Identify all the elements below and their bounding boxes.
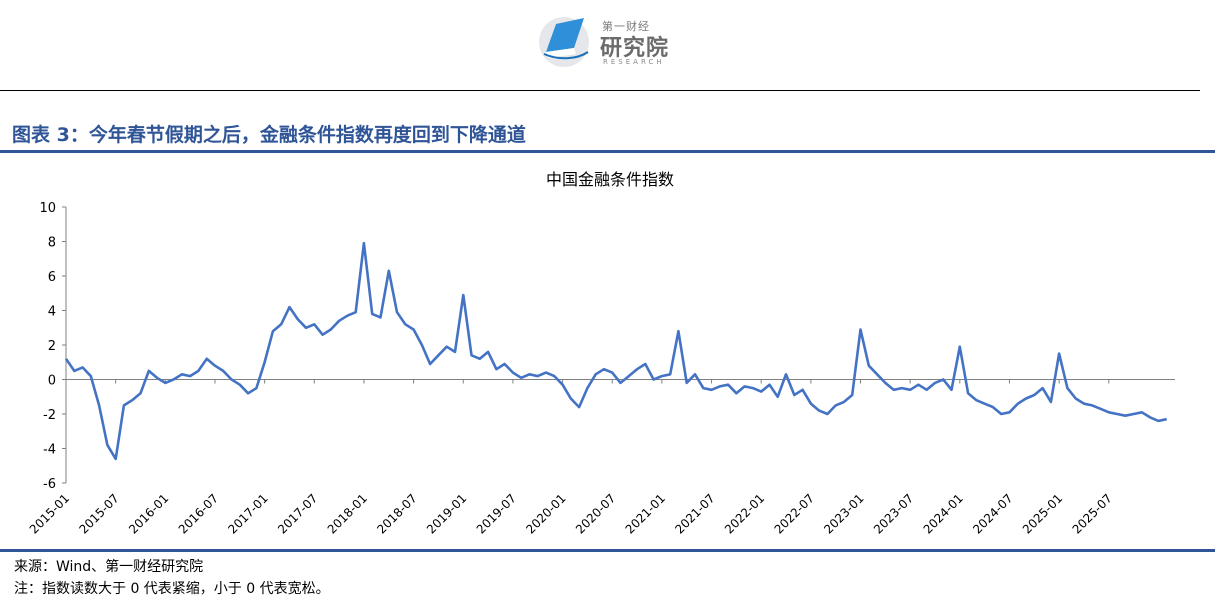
x-tick-label: 2020-01: [523, 491, 568, 536]
figure-title: 图表 3：今年春节假期之后，金融条件指数再度回到下降通道: [12, 124, 526, 146]
x-tick-label: 2017-01: [225, 491, 270, 536]
note-text: 注：指数读数大于 0 代表紧缩，小于 0 代表宽松。: [14, 581, 330, 597]
y-tick-label: 10: [39, 201, 56, 216]
y-tick-label: 8: [48, 236, 56, 251]
x-tick-label: 2025-07: [1070, 491, 1115, 536]
x-tick-label: 2016-01: [126, 491, 171, 536]
source-text: 来源：Wind、第一财经研究院: [14, 559, 204, 575]
x-tick-label: 2020-07: [573, 491, 618, 536]
y-tick-label: -4: [43, 443, 56, 458]
x-tick-label: 2019-01: [424, 491, 469, 536]
x-tick-label: 2019-07: [474, 491, 519, 536]
chart-ticks: -6 -4 -2 0 2 4 6 8 10 2015-01 2015-07 2016-01 2016-0…: [27, 201, 1115, 537]
y-tick-label: -2: [43, 408, 56, 423]
footer-divider: [0, 549, 1215, 552]
series-line: [64, 241, 1167, 461]
y-tick-label: 0: [48, 374, 56, 389]
x-tick-label: 2015-07: [76, 491, 121, 536]
x-tick-label: 2025-01: [1020, 491, 1065, 536]
logo-brand-main: 研究院: [600, 36, 670, 61]
x-tick-label: 2022-01: [722, 491, 767, 536]
x-tick-label: 2023-01: [821, 491, 866, 536]
x-tick-label: 2018-07: [374, 491, 419, 536]
x-tick-label: 2024-01: [921, 491, 966, 536]
x-tick-label: 2016-07: [176, 491, 221, 536]
x-tick-label: 2021-07: [672, 491, 717, 536]
y-tick-label: 4: [48, 305, 56, 320]
y-tick-label: 6: [48, 270, 56, 285]
x-tick-label: 2017-07: [275, 491, 320, 536]
x-tick-label: 2024-07: [970, 491, 1015, 536]
x-tick-label: 2015-01: [27, 491, 72, 536]
x-tick-label: 2021-01: [623, 491, 668, 536]
chart-axes: [65, 207, 1175, 483]
x-tick-label: 2018-01: [325, 491, 370, 536]
logo-brand-small: 第一财经: [602, 20, 650, 33]
research-logo: [539, 17, 589, 67]
logo-book-icon: [546, 18, 584, 52]
x-tick-label: 2023-07: [871, 491, 916, 536]
header-divider: [0, 90, 1200, 91]
y-tick-label: -6: [43, 477, 56, 492]
title-divider: [0, 150, 1215, 153]
logo-brand-en: RESEARCH: [603, 58, 665, 66]
x-tick-label: 2022-07: [772, 491, 817, 536]
y-tick-label: 2: [48, 339, 56, 354]
chart-title: 中国金融条件指数: [546, 170, 674, 189]
